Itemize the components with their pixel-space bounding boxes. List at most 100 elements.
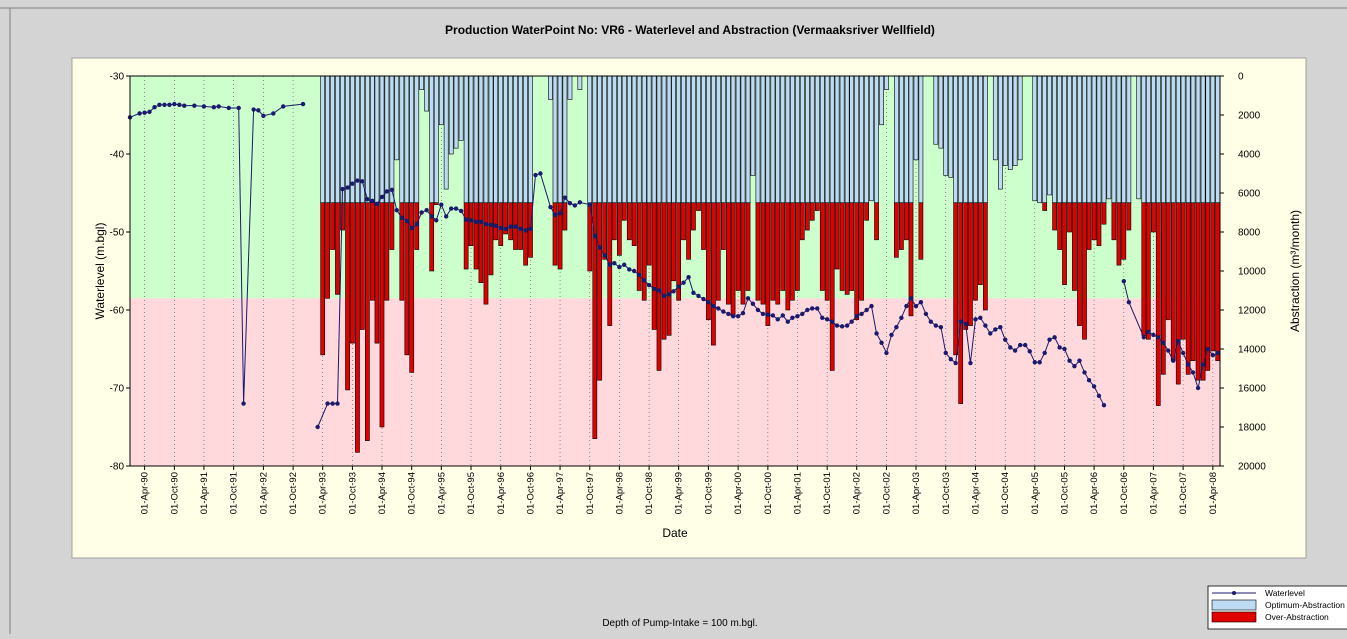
bar	[968, 75, 973, 204]
bar	[963, 75, 969, 204]
bar	[626, 202, 632, 241]
point	[325, 401, 330, 406]
point	[281, 104, 286, 109]
point	[523, 228, 528, 233]
bar	[320, 202, 326, 356]
bar	[335, 75, 340, 204]
bar	[350, 202, 355, 344]
point	[696, 293, 701, 299]
point	[928, 319, 934, 324]
point	[345, 185, 350, 190]
bar	[1106, 75, 1112, 200]
bar	[1175, 75, 1181, 204]
bar	[1007, 75, 1013, 170]
point	[612, 261, 617, 266]
point	[864, 307, 869, 313]
point	[1062, 346, 1067, 352]
bar	[1190, 202, 1196, 361]
bar	[433, 202, 439, 206]
x-tick-label: 01-Apr-93	[318, 472, 329, 514]
bar	[438, 75, 444, 126]
point	[360, 179, 365, 184]
point	[607, 262, 612, 267]
bar	[1141, 202, 1147, 336]
zone	[130, 298, 1220, 466]
bar	[602, 75, 608, 204]
x-tick-label: 01-Oct-04	[1000, 472, 1011, 514]
y-tick-label: -60	[110, 306, 125, 317]
bar	[711, 202, 716, 346]
point	[1057, 345, 1062, 350]
point	[340, 186, 345, 192]
bar	[587, 75, 593, 204]
x-tick-label: 01-Apr-99	[674, 472, 685, 514]
bar	[1170, 75, 1176, 204]
bar	[399, 75, 405, 204]
bar	[370, 202, 375, 301]
point	[493, 223, 498, 228]
bar	[983, 202, 988, 311]
bar	[607, 75, 613, 204]
bar	[1190, 75, 1196, 204]
bar	[399, 202, 405, 301]
bar	[394, 75, 400, 161]
bar	[1146, 75, 1151, 204]
bar	[478, 202, 484, 283]
point	[899, 315, 904, 320]
point	[498, 225, 503, 231]
legend-label: Optimum-Abstraction	[1265, 600, 1345, 610]
legend-swatch	[1211, 611, 1257, 623]
x-tick-label: 01-Apr-98	[614, 472, 625, 514]
point	[716, 306, 721, 311]
point	[1012, 348, 1018, 353]
point	[963, 321, 968, 327]
bar	[661, 75, 667, 204]
point	[651, 286, 657, 292]
x-tick-label: 01-Oct-90	[169, 472, 180, 514]
bar	[1151, 202, 1156, 233]
bar	[839, 202, 845, 291]
bar	[963, 202, 969, 330]
bar	[621, 75, 627, 204]
bar	[918, 75, 924, 204]
bar	[602, 202, 608, 260]
point	[829, 319, 835, 324]
point	[226, 105, 231, 111]
point	[642, 278, 647, 283]
bar	[809, 202, 815, 221]
bar	[706, 202, 711, 321]
point	[370, 198, 375, 203]
x-tick-label: 01-Oct-95	[466, 472, 477, 514]
x-tick-label: 01-Oct-05	[1060, 472, 1071, 514]
bar	[1111, 75, 1117, 204]
bar	[958, 75, 964, 204]
x-tick-label: 01-Oct-01	[822, 472, 833, 514]
bar	[552, 75, 558, 204]
bar	[983, 75, 988, 204]
bar	[389, 75, 395, 204]
bar	[720, 75, 726, 204]
bar	[1146, 202, 1151, 340]
bar	[1116, 75, 1122, 204]
point	[1086, 378, 1092, 383]
legend-label: Over-Abstraction	[1265, 612, 1329, 622]
bar	[745, 75, 751, 204]
point	[983, 323, 988, 328]
bar	[844, 75, 850, 204]
point	[824, 317, 830, 322]
bar	[419, 75, 424, 90]
x-tick-label: 01-Apr-03	[911, 472, 922, 514]
bar	[869, 75, 874, 202]
point	[1072, 363, 1077, 369]
bar	[1170, 202, 1176, 361]
point	[552, 212, 558, 218]
point	[192, 103, 197, 108]
bar	[508, 75, 514, 204]
bar	[1096, 75, 1102, 204]
x-tick-label: 01-Oct-98	[644, 472, 655, 514]
bar	[691, 75, 696, 204]
x-tick-label: 01-Oct-00	[763, 472, 774, 514]
point	[453, 206, 459, 211]
bar	[646, 75, 652, 204]
bar	[849, 202, 855, 291]
